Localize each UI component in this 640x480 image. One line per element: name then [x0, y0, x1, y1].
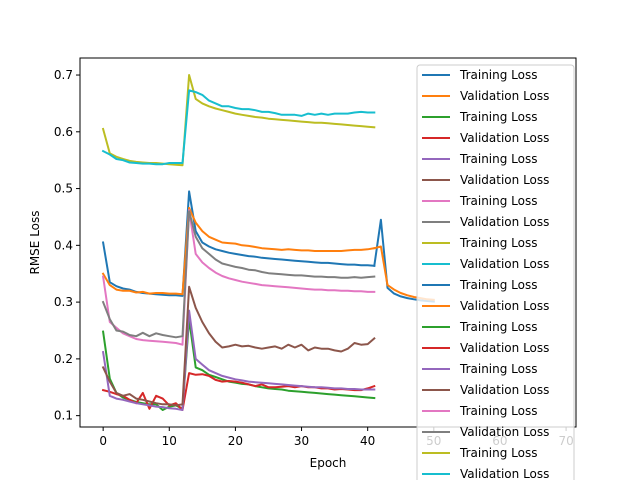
legend: Training Loss Validation Loss Training Los… — [416, 64, 575, 480]
y-tick-label: 0.4 — [54, 238, 73, 252]
x-tick-label: 30 — [294, 434, 309, 448]
legend-label: Training Loss — [459, 194, 537, 208]
series-lines — [101, 74, 435, 411]
legend-label: Validation Loss — [460, 341, 549, 355]
legend-label: Validation Loss — [460, 173, 549, 187]
series-line-7 — [101, 209, 376, 346]
series-line-5 — [101, 309, 376, 411]
x-tick-label: 20 — [228, 434, 243, 448]
y-axis-ticks: 0.1 0.2 0.3 0.4 0.5 0.6 0.7 — [54, 68, 80, 423]
series-line-2 — [101, 206, 376, 296]
y-tick-label: 0.2 — [54, 352, 73, 366]
legend-label: Training Loss — [459, 110, 537, 124]
y-axis-label: RMSE Loss — [28, 210, 42, 274]
legend-label: Training Loss — [459, 152, 537, 166]
y-tick-label: 0.5 — [54, 182, 73, 196]
axes-frame — [79, 57, 577, 428]
legend-label: Training Loss — [459, 446, 537, 460]
legend-label: Validation Loss — [460, 467, 549, 480]
legend-label: Training Loss — [459, 68, 537, 82]
legend-box — [416, 64, 575, 480]
x-tick-label: 10 — [162, 434, 177, 448]
legend-label: Validation Loss — [460, 383, 549, 397]
series-line-8 — [101, 210, 376, 339]
series-line-6 — [101, 285, 376, 407]
legend-label: Training Loss — [459, 362, 537, 376]
legend-label: Validation Loss — [460, 131, 549, 145]
y-tick-label: 0.1 — [54, 409, 73, 423]
x-tick-label: 0 — [99, 434, 107, 448]
legend-label: Training Loss — [459, 236, 537, 250]
y-tick-label: 0.7 — [54, 68, 73, 82]
legend-label: Training Loss — [459, 320, 537, 334]
legend-label: Training Loss — [459, 404, 537, 418]
legend-label: Validation Loss — [460, 425, 549, 439]
legend-label: Validation Loss — [460, 215, 549, 229]
y-tick-label: 0.6 — [54, 125, 73, 139]
legend-label: Validation Loss — [460, 299, 549, 313]
y-tick-label: 0.3 — [54, 295, 73, 309]
legend-label: Validation Loss — [460, 89, 549, 103]
x-tick-label: 40 — [360, 434, 375, 448]
legend-label: Training Loss — [459, 278, 537, 292]
series-line-9 — [101, 74, 376, 167]
series-line-10 — [101, 89, 376, 166]
x-axis-label: Epoch — [310, 456, 347, 470]
legend-label: Validation Loss — [460, 257, 549, 271]
